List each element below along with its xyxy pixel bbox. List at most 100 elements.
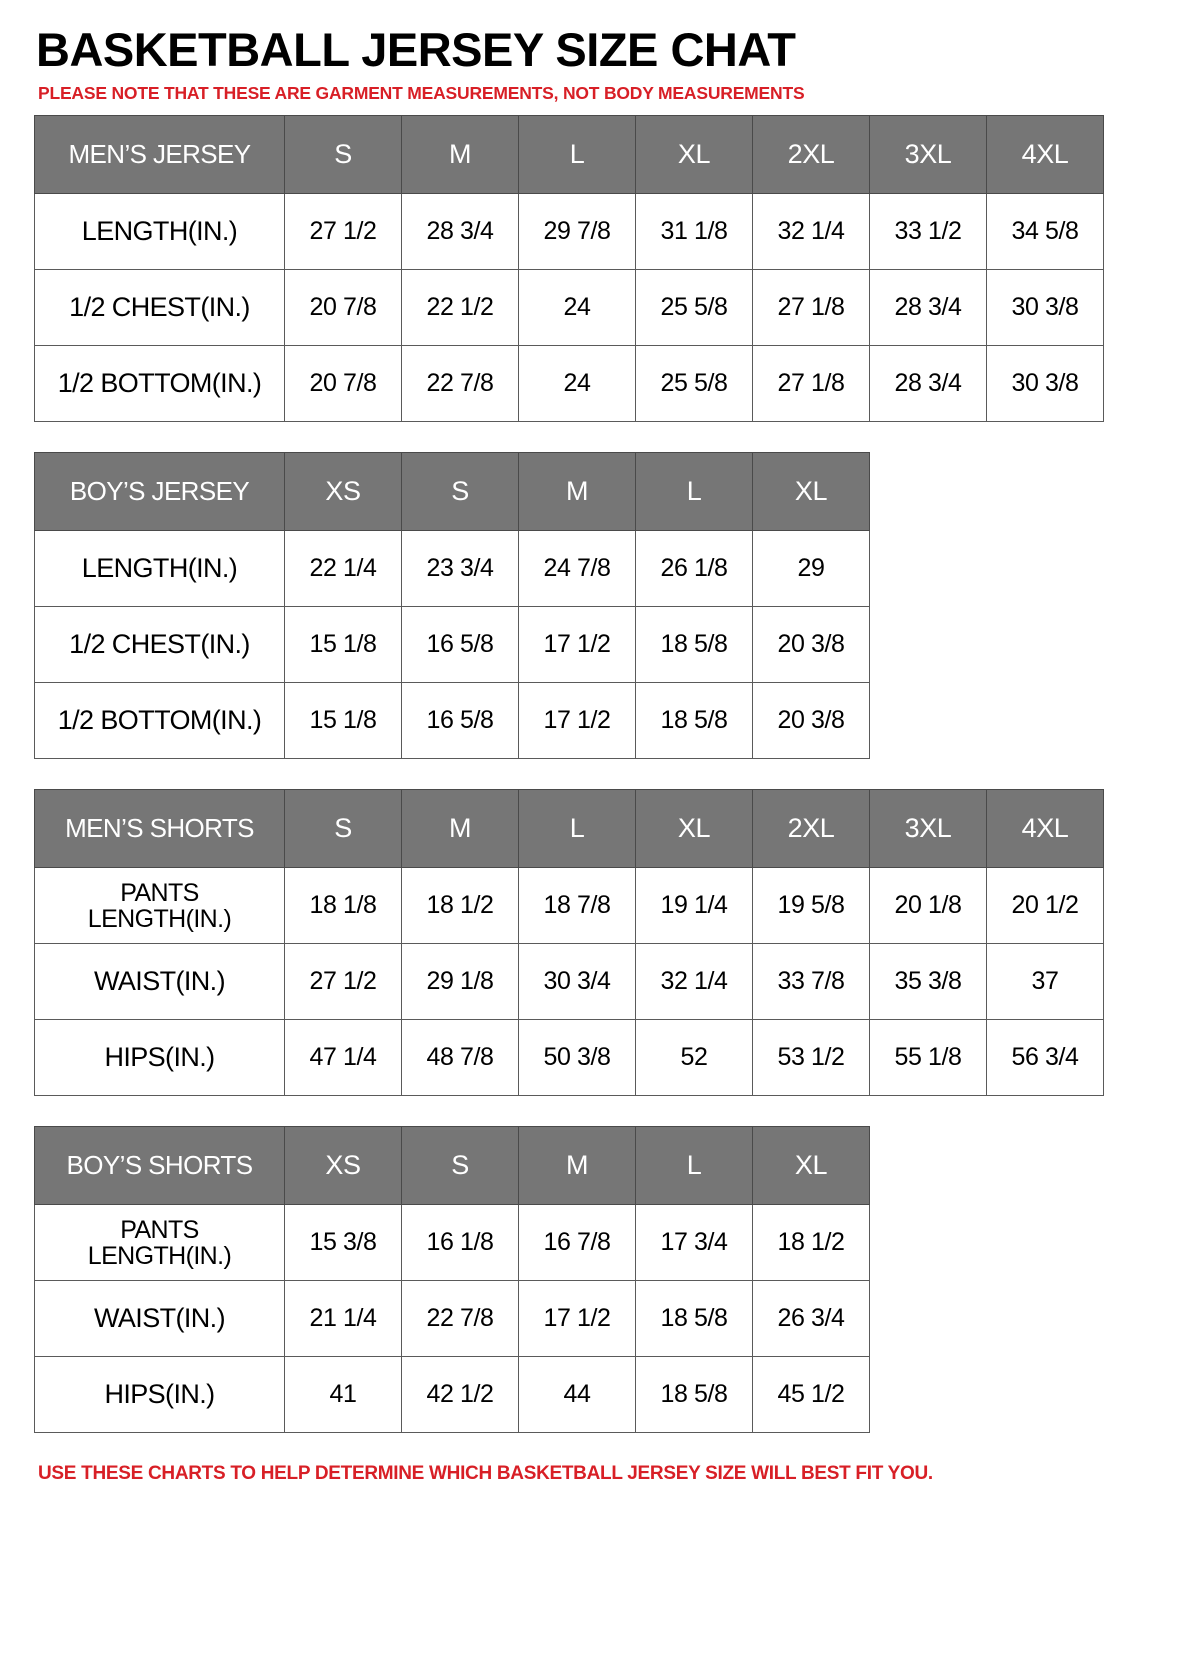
measurement-cell: 44 bbox=[518, 1356, 636, 1434]
measurement-cell: 47 1/4 bbox=[284, 1019, 402, 1097]
row-label: HIPS(IN.) bbox=[34, 1356, 285, 1434]
measurement-cell: 19 5/8 bbox=[752, 867, 870, 945]
table-row: WAIST(IN.) 27 1/2 29 1/8 30 3/4 32 1/4 33 7/8… bbox=[34, 943, 1104, 1021]
measurement-cell: 33 1/2 bbox=[869, 193, 987, 271]
size-header-s: S bbox=[284, 115, 402, 195]
table-row: 1/2 BOTTOM(IN.) 20 7/8 22 7/8 24 25 5/8 27 1/… bbox=[34, 345, 1104, 423]
measurement-cell: 20 3/8 bbox=[752, 606, 870, 684]
measurement-cell: 17 1/2 bbox=[518, 1280, 636, 1358]
measurement-cell: 55 1/8 bbox=[869, 1019, 987, 1097]
size-header-4xl: 4XL bbox=[986, 789, 1104, 869]
measurement-cell: 17 3/4 bbox=[635, 1204, 753, 1282]
row-label-line: LENGTH(IN.) bbox=[87, 1241, 232, 1270]
measurement-cell: 27 1/8 bbox=[752, 269, 870, 347]
measurement-cell: 15 1/8 bbox=[284, 682, 402, 760]
page-title: BASKETBALL JERSEY SIZE CHAT bbox=[36, 23, 796, 76]
row-label: 1/2 BOTTOM(IN.) bbox=[34, 345, 285, 423]
measurement-cell: 30 3/8 bbox=[986, 269, 1104, 347]
measurement-cell: 27 1/2 bbox=[284, 943, 402, 1021]
table-row: HIPS(IN.) 47 1/4 48 7/8 50 3/8 52 53 1/2 55 1/… bbox=[34, 1019, 1104, 1097]
measurement-cell: 52 bbox=[635, 1019, 753, 1097]
measurement-cell: 30 3/4 bbox=[518, 943, 636, 1021]
table-row: 1/2 BOTTOM(IN.) 15 1/8 16 5/8 17 1/2 18 5/8 2… bbox=[34, 682, 870, 760]
table-title-boys-jersey: BOY’S JERSEY bbox=[34, 452, 285, 532]
measurement-cell: 25 5/8 bbox=[635, 345, 753, 423]
row-label: 1/2 CHEST(IN.) bbox=[34, 269, 285, 347]
row-label: LENGTH(IN.) bbox=[34, 193, 285, 271]
row-label: HIPS(IN.) bbox=[34, 1019, 285, 1097]
measurement-cell: 48 7/8 bbox=[401, 1019, 519, 1097]
measurement-cell: 16 5/8 bbox=[401, 606, 519, 684]
size-table-mens-shorts: MEN’S SHORTS S M L XL 2XL 3XL 4XL PANTS LENGTH(IN… bbox=[34, 789, 1104, 1097]
measurement-cell: 20 7/8 bbox=[284, 269, 402, 347]
row-label: PANTS LENGTH(IN.) bbox=[34, 867, 285, 945]
measurement-cell: 34 5/8 bbox=[986, 193, 1104, 271]
measurement-cell: 56 3/4 bbox=[986, 1019, 1104, 1097]
measurement-cell: 31 1/8 bbox=[635, 193, 753, 271]
size-header-m: M bbox=[518, 1126, 636, 1206]
row-label: 1/2 BOTTOM(IN.) bbox=[34, 682, 285, 760]
measurement-cell: 28 3/4 bbox=[401, 193, 519, 271]
size-header-xl: XL bbox=[752, 452, 870, 532]
size-header-xl: XL bbox=[635, 789, 753, 869]
table-row: LENGTH(IN.) 22 1/4 23 3/4 24 7/8 26 1/8 29 bbox=[34, 530, 870, 608]
measurement-cell: 29 1/8 bbox=[401, 943, 519, 1021]
measurement-cell: 16 7/8 bbox=[518, 1204, 636, 1282]
measurement-cell: 28 3/4 bbox=[869, 269, 987, 347]
measurement-cell: 17 1/2 bbox=[518, 606, 636, 684]
table-title-mens-jersey: MEN’S JERSEY bbox=[34, 115, 285, 195]
size-header-s: S bbox=[401, 452, 519, 532]
size-header-xs: XS bbox=[284, 1126, 402, 1206]
measurement-cell: 18 1/2 bbox=[752, 1204, 870, 1282]
measurement-cell: 18 5/8 bbox=[635, 1356, 753, 1434]
measurement-cell: 32 1/4 bbox=[752, 193, 870, 271]
measurement-cell: 18 7/8 bbox=[518, 867, 636, 945]
table-row: 1/2 CHEST(IN.) 15 1/8 16 5/8 17 1/2 18 5/8 20… bbox=[34, 606, 870, 684]
measurement-cell: 20 3/8 bbox=[752, 682, 870, 760]
size-header-2xl: 2XL bbox=[752, 115, 870, 195]
measurement-cell: 24 bbox=[518, 345, 636, 423]
size-header-m: M bbox=[401, 115, 519, 195]
measurement-cell: 25 5/8 bbox=[635, 269, 753, 347]
table-row: WAIST(IN.) 21 1/4 22 7/8 17 1/2 18 5/8 26 3/4 bbox=[34, 1280, 870, 1358]
measurement-cell: 22 1/2 bbox=[401, 269, 519, 347]
measurement-cell: 27 1/2 bbox=[284, 193, 402, 271]
measurement-cell: 19 1/4 bbox=[635, 867, 753, 945]
row-label: WAIST(IN.) bbox=[34, 1280, 285, 1358]
measurement-cell: 29 bbox=[752, 530, 870, 608]
measurement-cell: 15 3/8 bbox=[284, 1204, 402, 1282]
size-header-4xl: 4XL bbox=[986, 115, 1104, 195]
table-row: PANTS LENGTH(IN.) 18 1/8 18 1/2 18 7/8 19 1/4… bbox=[34, 867, 1104, 945]
size-header-l: L bbox=[518, 789, 636, 869]
size-table-boys-jersey: BOY’S JERSEY XS S M L XL LENGTH(IN.) 22 1/4 23 3… bbox=[34, 452, 870, 760]
measurement-cell: 29 7/8 bbox=[518, 193, 636, 271]
row-label: 1/2 CHEST(IN.) bbox=[34, 606, 285, 684]
size-header-l: L bbox=[518, 115, 636, 195]
size-header-3xl: 3XL bbox=[869, 115, 987, 195]
measurement-cell: 20 1/2 bbox=[986, 867, 1104, 945]
size-header-3xl: 3XL bbox=[869, 789, 987, 869]
size-header-2xl: 2XL bbox=[752, 789, 870, 869]
measurement-cell: 24 bbox=[518, 269, 636, 347]
measurement-cell: 15 1/8 bbox=[284, 606, 402, 684]
measurement-cell: 37 bbox=[986, 943, 1104, 1021]
table-row: PANTS LENGTH(IN.) 15 3/8 16 1/8 16 7/8 17 3/4… bbox=[34, 1204, 870, 1282]
size-header-l: L bbox=[635, 452, 753, 532]
row-label: WAIST(IN.) bbox=[34, 943, 285, 1021]
size-table-boys-shorts: BOY’S SHORTS XS S M L XL PANTS LENGTH(IN.) 15 3/… bbox=[34, 1126, 870, 1434]
measurement-cell: 16 1/8 bbox=[401, 1204, 519, 1282]
table-row: 1/2 CHEST(IN.) 20 7/8 22 1/2 24 25 5/8 27 1/8… bbox=[34, 269, 1104, 347]
measurement-cell: 18 5/8 bbox=[635, 1280, 753, 1358]
size-header-xl: XL bbox=[635, 115, 753, 195]
measurement-cell: 50 3/8 bbox=[518, 1019, 636, 1097]
measurement-cell: 35 3/8 bbox=[869, 943, 987, 1021]
table-header-row: BOY’S SHORTS XS S M L XL bbox=[34, 1126, 870, 1206]
measurement-cell: 45 1/2 bbox=[752, 1356, 870, 1434]
table-header-row: MEN’S JERSEY S M L XL 2XL 3XL 4XL bbox=[34, 115, 1104, 195]
tables-container: MEN’S JERSEY S M L XL 2XL 3XL 4XL LENGTH(IN.) 27 … bbox=[34, 115, 1166, 1434]
measurement-cell: 30 3/8 bbox=[986, 345, 1104, 423]
table-row: HIPS(IN.) 41 42 1/2 44 18 5/8 45 1/2 bbox=[34, 1356, 870, 1434]
table-header-row: BOY’S JERSEY XS S M L XL bbox=[34, 452, 870, 532]
measurement-cell: 20 1/8 bbox=[869, 867, 987, 945]
measurement-cell: 20 7/8 bbox=[284, 345, 402, 423]
